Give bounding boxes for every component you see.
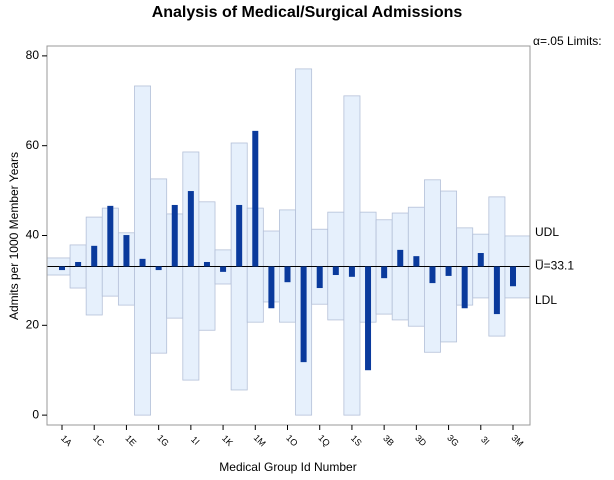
y-tick-label: 20 — [26, 317, 40, 331]
bar — [365, 266, 372, 371]
limit-band — [134, 85, 151, 416]
bar — [348, 266, 355, 277]
bar — [461, 266, 468, 309]
limit-band — [295, 68, 313, 416]
limits-label: α=.05 Limits: — [533, 34, 602, 48]
y-axis-label: Admits per 1000 Member Years — [7, 152, 21, 320]
x-tick-label: 3B — [381, 433, 396, 448]
bar — [300, 266, 307, 363]
x-tick-label: 3M — [509, 433, 525, 449]
center-label: U̅=33.1 — [535, 259, 574, 273]
bar — [187, 191, 194, 267]
y-tick-label: 80 — [26, 48, 40, 62]
x-tick-label: 1M — [252, 433, 268, 449]
x-tick-label: 1Q — [316, 433, 332, 449]
y-tick-label: 40 — [26, 228, 40, 242]
bar — [91, 245, 98, 267]
x-tick-label: 3I — [479, 434, 491, 446]
ldl-label: LDL — [535, 293, 557, 307]
bar — [284, 266, 291, 283]
bar — [397, 249, 404, 267]
bar — [477, 253, 484, 267]
bar — [171, 204, 178, 267]
bar — [268, 266, 275, 309]
limit-band — [343, 95, 361, 416]
bar — [220, 266, 227, 272]
y-tick-label: 0 — [32, 407, 39, 421]
x-tick-label: 1K — [220, 433, 235, 448]
x-axis-label: Medical Group Id Number — [219, 460, 356, 474]
x-tick-label: 3D — [413, 433, 429, 449]
x-tick-label: 1I — [189, 434, 201, 446]
bar — [429, 266, 436, 284]
bar — [236, 204, 243, 267]
bar — [413, 256, 420, 267]
bar — [203, 261, 210, 267]
y-tick-label: 60 — [26, 138, 40, 152]
udl-label: UDL — [535, 225, 559, 239]
bar — [316, 266, 323, 289]
bar — [59, 266, 65, 271]
bar — [510, 266, 516, 287]
bar — [252, 130, 259, 267]
x-tick-label: 1O — [284, 433, 300, 449]
bar — [332, 266, 339, 276]
chart-title: Analysis of Medical/Surgical Admissions — [152, 4, 463, 21]
x-tick-label: 3G — [445, 433, 461, 449]
bar — [381, 266, 388, 279]
bar — [107, 205, 114, 267]
x-tick-label: 1A — [59, 433, 74, 448]
x-tick-label: 1C — [91, 433, 107, 449]
bar — [123, 235, 130, 267]
bar — [155, 266, 162, 271]
x-tick-label: 1S — [349, 433, 364, 448]
x-tick-label: 1E — [123, 433, 138, 448]
bar — [75, 261, 82, 267]
bar — [493, 266, 500, 315]
bar — [445, 266, 452, 276]
x-tick-label: 1G — [155, 433, 171, 449]
bar — [139, 258, 146, 267]
